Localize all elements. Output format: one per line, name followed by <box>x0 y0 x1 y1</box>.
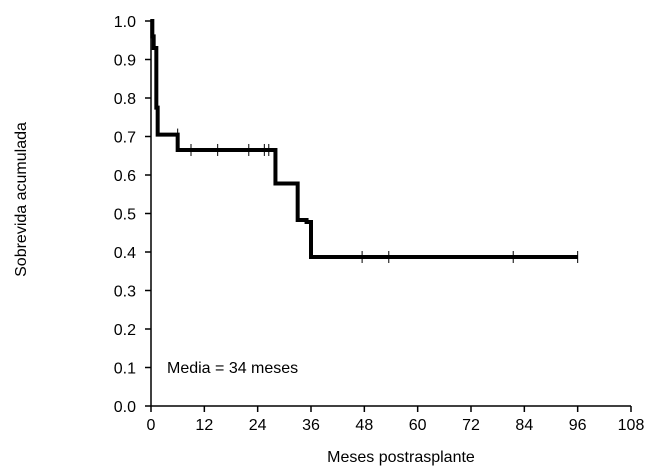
y-tick-label: 0.2 <box>114 322 136 339</box>
y-tick-label: 0.0 <box>114 399 136 416</box>
x-tick-label: 72 <box>462 417 480 434</box>
x-tick-label: 0 <box>147 417 156 434</box>
median-annotation: Media = 34 meses <box>167 360 298 377</box>
y-tick-label: 1.0 <box>114 14 136 31</box>
y-tick-label: 0.3 <box>114 284 136 301</box>
y-tick-label: 0.1 <box>114 361 136 378</box>
x-axis-label: Meses postrasplante <box>327 449 475 466</box>
x-tick-label: 36 <box>302 417 320 434</box>
y-tick-label: 0.4 <box>114 245 136 262</box>
x-tick-label: 108 <box>618 417 645 434</box>
x-tick-label: 60 <box>409 417 427 434</box>
y-tick-label: 0.9 <box>114 53 136 70</box>
y-tick-label: 0.8 <box>114 91 136 108</box>
axes <box>150 19 631 407</box>
y-tick-label: 0.5 <box>114 207 136 224</box>
x-tick-label: 84 <box>515 417 533 434</box>
x-tick-label: 96 <box>569 417 587 434</box>
ticks: 0 12 24 36 48 60 72 84 96 108 0.0 0.1 0.2 0.3 0.4 0.5 0.… <box>114 14 645 434</box>
x-tick-label: 48 <box>355 417 373 434</box>
y-tick-label: 0.7 <box>114 130 136 147</box>
y-tick-label: 0.6 <box>114 168 136 185</box>
x-tick-label: 24 <box>249 417 267 434</box>
series <box>150 19 579 264</box>
y-axis-label: Sobrevida acumulada <box>13 122 30 277</box>
survival-curve <box>150 19 578 260</box>
x-tick-label: 12 <box>195 417 213 434</box>
